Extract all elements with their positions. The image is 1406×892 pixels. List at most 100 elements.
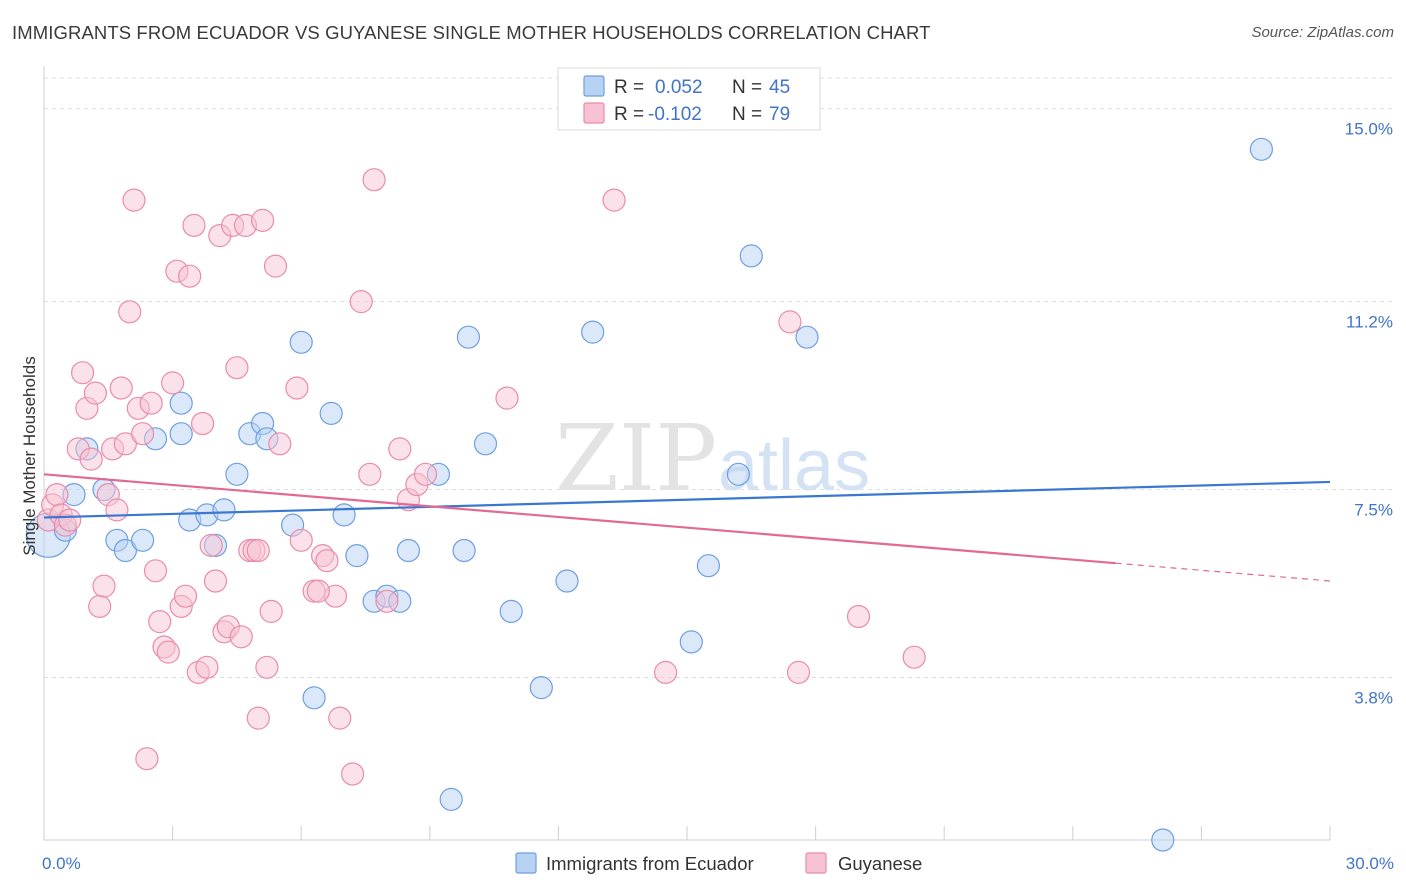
point-guyanese-65 bbox=[375, 589, 399, 613]
trend-line-guyanese bbox=[43, 473, 1116, 565]
point-guyanese-38 bbox=[203, 569, 228, 593]
point-ecuador-28 bbox=[396, 538, 420, 563]
point-guyanese-76 bbox=[246, 538, 270, 563]
point-ecuador-32 bbox=[456, 325, 480, 349]
point-guyanese-36 bbox=[195, 655, 219, 679]
point-guyanese-52 bbox=[263, 254, 288, 278]
y-tick-label-2: 11.2% bbox=[1346, 313, 1393, 332]
grid-lines bbox=[44, 77, 1392, 678]
point-guyanese-64 bbox=[362, 168, 386, 192]
chart-source: Source: ZipAtlas.com bbox=[1251, 24, 1394, 41]
point-guyanese-62 bbox=[349, 290, 373, 314]
series-legend: Immigrants from Ecuador Guyanese bbox=[515, 852, 922, 874]
point-ecuador-42 bbox=[795, 325, 819, 349]
point-ecuador-9 bbox=[169, 391, 193, 415]
point-guyanese-2 bbox=[45, 483, 69, 507]
point-guyanese-51 bbox=[259, 599, 283, 624]
point-ecuador-24 bbox=[345, 543, 369, 568]
watermark-zip: ZIP bbox=[555, 405, 717, 512]
point-guyanese-75 bbox=[902, 645, 926, 669]
point-guyanese-5 bbox=[58, 508, 82, 532]
point-guyanese-15 bbox=[105, 498, 129, 522]
point-guyanese-58 bbox=[315, 549, 339, 573]
point-guyanese-9 bbox=[79, 447, 103, 471]
point-guyanese-33 bbox=[182, 213, 206, 237]
point-guyanese-72 bbox=[778, 310, 802, 334]
point-guyanese-21 bbox=[131, 422, 155, 446]
point-ecuador-31 bbox=[452, 538, 476, 563]
point-ecuador-33 bbox=[473, 432, 498, 456]
point-ecuador-15 bbox=[225, 462, 249, 486]
point-guyanese-71 bbox=[653, 660, 678, 685]
point-guyanese-10 bbox=[83, 381, 108, 405]
point-guyanese-78 bbox=[306, 579, 330, 603]
point-ecuador-39 bbox=[696, 554, 721, 578]
legend-n-label-ecuador: N = bbox=[732, 77, 762, 98]
y-tick-label-3: 15.0% bbox=[1345, 120, 1393, 139]
point-ecuador-40 bbox=[726, 462, 751, 486]
legend-swatch-ecuador bbox=[583, 75, 605, 97]
point-guyanese-23 bbox=[139, 391, 163, 415]
y-tick-label-1: 7.5% bbox=[1354, 501, 1393, 520]
point-guyanese-43 bbox=[225, 356, 249, 380]
point-ecuador-30 bbox=[439, 787, 463, 812]
point-ecuador-22 bbox=[319, 401, 343, 425]
data-points bbox=[25, 137, 1274, 852]
point-guyanese-63 bbox=[358, 462, 382, 486]
point-guyanese-54 bbox=[285, 376, 309, 400]
watermark: ZIP atlas bbox=[555, 405, 870, 512]
point-ecuador-35 bbox=[529, 675, 553, 700]
point-guyanese-53 bbox=[268, 432, 292, 456]
bottom-legend-swatch-guyanese bbox=[805, 852, 827, 874]
point-guyanese-7 bbox=[70, 361, 95, 385]
trend-line-extension-guyanese bbox=[1115, 562, 1331, 582]
point-ecuador-43 bbox=[1151, 828, 1175, 852]
point-guyanese-68 bbox=[413, 462, 438, 486]
correlation-legend: R = 0.052 N = 45 R = -0.102 N = 79 bbox=[557, 67, 821, 131]
bottom-legend-label-ecuador: Immigrants from Ecuador bbox=[546, 853, 754, 874]
point-ecuador-38 bbox=[679, 630, 703, 654]
trend-lines bbox=[43, 473, 1331, 582]
point-ecuador-14 bbox=[212, 498, 236, 522]
legend-r-value-guyanese: -0.102 bbox=[648, 104, 702, 125]
point-guyanese-16 bbox=[109, 376, 133, 400]
point-guyanese-31 bbox=[173, 584, 198, 608]
point-ecuador-36 bbox=[555, 569, 579, 593]
point-guyanese-12 bbox=[92, 574, 116, 598]
point-guyanese-69 bbox=[495, 386, 519, 410]
point-guyanese-37 bbox=[199, 533, 223, 558]
point-ecuador-7 bbox=[131, 528, 155, 552]
legend-n-value-guyanese: 79 bbox=[769, 104, 790, 125]
point-guyanese-25 bbox=[148, 609, 172, 634]
point-guyanese-19 bbox=[122, 188, 146, 212]
point-ecuador-6 bbox=[113, 538, 138, 563]
point-ecuador-20 bbox=[289, 330, 313, 354]
point-guyanese-44 bbox=[229, 625, 253, 649]
point-ecuador-41 bbox=[739, 244, 763, 268]
point-guyanese-70 bbox=[602, 188, 626, 212]
legend-swatch-guyanese bbox=[583, 102, 605, 124]
trend-line-ecuador bbox=[43, 480, 1331, 519]
bottom-legend-label-guyanese: Guyanese bbox=[838, 853, 922, 874]
point-guyanese-55 bbox=[289, 528, 313, 552]
legend-r-label-guyanese: R = bbox=[614, 104, 644, 125]
point-guyanese-22 bbox=[135, 747, 159, 771]
point-guyanese-73 bbox=[786, 660, 811, 685]
legend-n-value-ecuador: 45 bbox=[769, 77, 790, 98]
chart-title: IMMIGRANTS FROM ECUADOR VS GUYANESE SING… bbox=[12, 22, 931, 43]
bottom-legend-swatch-ecuador bbox=[515, 852, 537, 874]
point-ecuador-44 bbox=[1249, 137, 1274, 161]
point-ecuador-23 bbox=[332, 503, 356, 527]
point-guyanese-28 bbox=[161, 371, 185, 395]
point-ecuador-34 bbox=[499, 599, 523, 624]
x-tick-label-1: 30.0% bbox=[1346, 854, 1394, 873]
legend-r-value-ecuador: 0.052 bbox=[655, 77, 703, 98]
legend-r-label-ecuador: R = bbox=[614, 77, 644, 98]
point-ecuador-10 bbox=[169, 422, 193, 446]
y-axis-label: Single Mother Households bbox=[20, 356, 39, 555]
point-guyanese-18 bbox=[118, 300, 142, 324]
point-guyanese-48 bbox=[246, 706, 270, 730]
x-tick-label-0: 0.0% bbox=[42, 854, 81, 873]
point-guyanese-11 bbox=[88, 594, 112, 619]
